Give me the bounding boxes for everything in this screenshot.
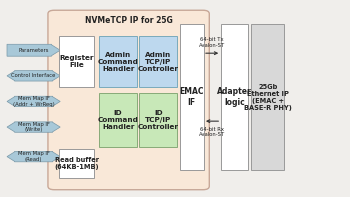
FancyBboxPatch shape (99, 93, 137, 147)
FancyBboxPatch shape (60, 36, 94, 87)
Text: Mem Map IF
(Write): Mem Map IF (Write) (18, 122, 50, 132)
Text: Admin
Command
Handler: Admin Command Handler (98, 52, 139, 72)
Polygon shape (7, 96, 60, 107)
Text: 64-bit Rx
Avalon-ST: 64-bit Rx Avalon-ST (199, 127, 225, 137)
Text: Adapter
logic: Adapter logic (217, 87, 252, 107)
FancyBboxPatch shape (99, 36, 137, 87)
Text: ID
Command
Handler: ID Command Handler (98, 110, 139, 130)
FancyBboxPatch shape (180, 24, 204, 170)
Text: Read buffer
(64KB-1MB): Read buffer (64KB-1MB) (55, 157, 99, 170)
Polygon shape (7, 71, 60, 81)
Text: 64-bit Tx
Avalon-ST: 64-bit Tx Avalon-ST (199, 37, 225, 48)
Text: NVMeTCP IP for 25G: NVMeTCP IP for 25G (85, 16, 173, 25)
FancyBboxPatch shape (60, 149, 94, 178)
FancyBboxPatch shape (251, 24, 284, 170)
FancyBboxPatch shape (48, 10, 209, 190)
Text: Control Interface: Control Interface (12, 73, 56, 78)
Text: 25Gb
Ethernet IP
(EMAC +
BASE-R PHY): 25Gb Ethernet IP (EMAC + BASE-R PHY) (244, 84, 292, 111)
Text: Admin
TCP/IP
Controller: Admin TCP/IP Controller (138, 52, 179, 72)
Text: Mem Map IF
(Read): Mem Map IF (Read) (18, 151, 50, 162)
Text: ID
TCP/IP
Controller: ID TCP/IP Controller (138, 110, 179, 130)
Text: EMAC
IF: EMAC IF (180, 87, 204, 107)
Text: Mem Map IF
(Addr + WrReq): Mem Map IF (Addr + WrReq) (13, 96, 55, 107)
Polygon shape (7, 122, 60, 132)
FancyBboxPatch shape (220, 24, 248, 170)
FancyBboxPatch shape (139, 93, 177, 147)
Text: Register
File: Register File (60, 55, 94, 68)
Polygon shape (7, 151, 60, 162)
Polygon shape (7, 44, 60, 56)
FancyBboxPatch shape (139, 36, 177, 87)
Text: Parameters: Parameters (18, 48, 49, 53)
